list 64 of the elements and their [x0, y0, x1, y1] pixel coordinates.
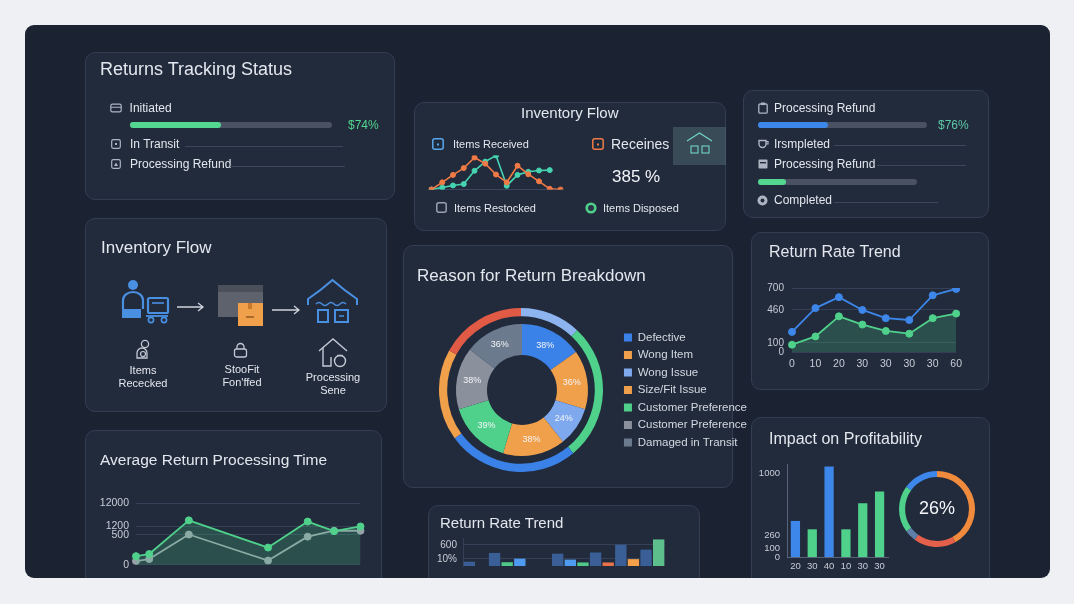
data-label: 38% [522, 434, 541, 445]
data-label: 36% [490, 339, 509, 350]
text: Returns Tracking Status [100, 59, 293, 81]
y-tick-label: 1200 [105, 519, 130, 532]
chart-title: Reason for Return Breakdown [417, 266, 646, 287]
text: In Transit [130, 137, 180, 152]
x-tick-label: 40 [823, 560, 835, 572]
y-tick-label: 700 [767, 281, 785, 293]
y-tick-label: 260 [764, 528, 780, 540]
text: Processing Refund [130, 157, 232, 172]
x-tick-label: 30 [856, 357, 869, 370]
data-label: 38% [463, 375, 482, 386]
chart-title: Impact on Profitability [769, 428, 922, 448]
legend-label: Damaged in Transit [637, 435, 739, 448]
y-tick-label: 100 [767, 336, 785, 348]
text: Irsmpleted [774, 137, 831, 152]
x-tick-label: 0 [789, 357, 796, 370]
y-tick-label: 12000 [99, 496, 130, 509]
chart-title: Return Rate Trend [440, 514, 564, 532]
text: Items Restocked [454, 201, 536, 215]
text: Processing Sene [304, 371, 362, 398]
legend-label: Size/Fit Issue [637, 383, 707, 396]
data-label: 38% [536, 339, 555, 350]
y-tick-label: 460 [767, 303, 785, 315]
y-tick-label: 600 [440, 538, 458, 550]
text: Completed [774, 193, 833, 208]
x-tick-label: 30 [879, 357, 892, 370]
text: StooFit Fon'ffed [221, 363, 263, 390]
x-tick-label: 20 [790, 560, 801, 572]
text: 385 % [612, 167, 661, 188]
text: Receines [611, 135, 670, 153]
x-tick-label: 30 [874, 560, 885, 572]
text: Processing Refund [774, 101, 876, 116]
x-tick-label: 30 [903, 357, 916, 370]
data-label: 36% [562, 376, 581, 387]
text: 26% [919, 498, 956, 520]
x-tick-label: 60 [950, 357, 963, 370]
y-tick-label: 0 [778, 345, 785, 357]
text: Inventory Flow [101, 238, 212, 259]
legend-label: Customer Preference [637, 418, 747, 431]
chart-title: Average Return Processing Time [100, 450, 328, 470]
legend-label: Wong Issue [637, 365, 699, 378]
x-tick-label: 10 [809, 357, 822, 370]
text: Items Disposed [603, 201, 679, 215]
x-tick-label: 10 [840, 560, 852, 572]
y-tick-label: 10% [436, 552, 458, 564]
data-label: 24% [554, 412, 573, 423]
x-tick-label: 30 [857, 560, 869, 572]
text: Initiated [129, 101, 172, 116]
data-label: 39% [477, 420, 496, 431]
text: Items Received [453, 137, 529, 151]
legend-label: Customer Preference [637, 400, 747, 413]
x-tick-label: 20 [833, 357, 845, 370]
chart-title: Inventory Flow [521, 103, 619, 122]
text: $74% [348, 118, 379, 133]
chart-title: Return Rate Trend [769, 241, 901, 261]
x-tick-label: 30 [806, 560, 818, 572]
legend-label: Defective [637, 330, 686, 343]
legend-label: Wong Item [637, 348, 694, 361]
text: Items Rececked [117, 364, 169, 391]
x-tick-label: 30 [926, 357, 939, 370]
y-tick-label: 1000 [758, 466, 780, 478]
text: $76% [938, 118, 969, 133]
text: Processing Refund [774, 157, 876, 172]
